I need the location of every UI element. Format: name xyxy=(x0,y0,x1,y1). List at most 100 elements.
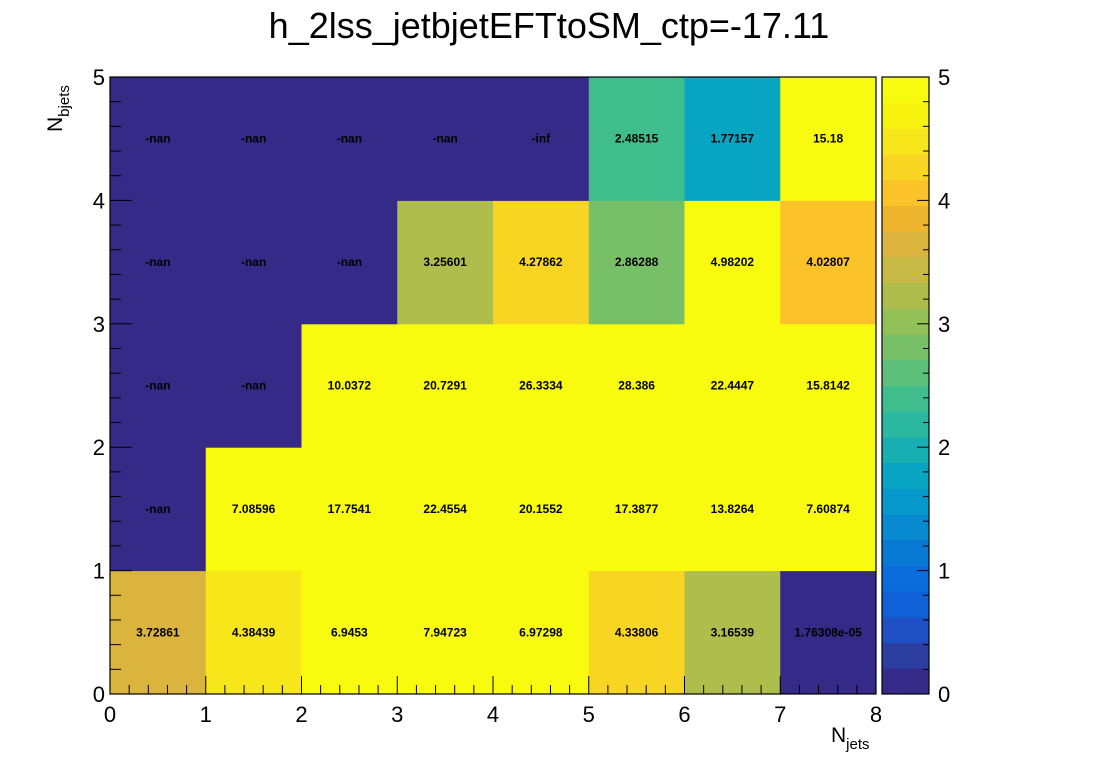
z-tick-label: 3 xyxy=(938,312,950,337)
heatmap-cell xyxy=(588,447,685,572)
cell-value-label: 3.16539 xyxy=(711,625,755,639)
heatmap-cell xyxy=(397,77,494,201)
color-scale-step xyxy=(882,282,929,309)
heatmap-cell xyxy=(397,447,494,572)
x-tick-label: 0 xyxy=(104,702,116,727)
color-scale-axis: 0 1 2 3 4 5 xyxy=(917,65,950,707)
cell-value-label: 3.25601 xyxy=(423,255,467,269)
color-scale-step xyxy=(882,385,929,412)
heatmap-cell xyxy=(110,77,207,201)
heatmap-cell xyxy=(684,77,781,201)
z-tick-label: 5 xyxy=(938,65,950,90)
cell-value-label: 22.4554 xyxy=(423,502,467,516)
z-tick-label: 2 xyxy=(938,435,950,460)
y-tick-label: 4 xyxy=(93,188,105,213)
heatmap-cell xyxy=(588,77,685,201)
heatmap-cell xyxy=(780,323,877,448)
x-tick-label: 4 xyxy=(487,702,499,727)
chart-title: h_2lss_jetbjetEFTtoSM_ctp=-17.11 xyxy=(269,5,830,46)
heatmap-cell xyxy=(684,447,781,572)
y-axis-label: Nbjets xyxy=(44,85,73,132)
heatmap-cell xyxy=(493,200,590,325)
color-scale-step xyxy=(882,668,929,695)
x-tick-label: 5 xyxy=(583,702,595,727)
cell-value-label: 10.0372 xyxy=(328,379,372,393)
cell-value-label: 7.94723 xyxy=(423,625,467,639)
heatmap-cell xyxy=(205,200,302,325)
x-tick-label: 8 xyxy=(870,702,882,727)
y-axis-label-sub: bjets xyxy=(56,85,73,117)
x-axis: 0 1 2 3 4 5 6 7 8 xyxy=(104,676,882,727)
cell-value-label: 22.4447 xyxy=(711,379,755,393)
x-axis-label: Njets xyxy=(831,724,870,753)
cell-value-label: 13.8264 xyxy=(711,502,755,516)
heatmap-cell xyxy=(205,77,302,201)
y-tick-label: 0 xyxy=(93,682,105,707)
cell-value-label: 4.98202 xyxy=(711,255,755,269)
color-scale-step xyxy=(882,154,929,181)
heatmap-cell xyxy=(110,447,207,572)
color-scale-step xyxy=(882,179,929,207)
heatmap-cell xyxy=(205,570,302,695)
cell-value-label: -nan xyxy=(241,379,266,393)
cell-value-label: -nan xyxy=(432,132,457,146)
color-scale-step xyxy=(882,616,929,644)
heatmap-cell xyxy=(493,323,590,448)
x-tick-label: 7 xyxy=(774,702,786,727)
heatmap-cell xyxy=(301,447,398,572)
color-scale-step xyxy=(882,565,929,592)
color-scale-step xyxy=(882,334,929,361)
color-scale-step xyxy=(882,102,929,129)
heatmap-cell xyxy=(493,77,590,201)
cell-value-label: -nan xyxy=(145,379,170,393)
heatmap-cell xyxy=(301,77,398,201)
cell-value-label: 4.33806 xyxy=(615,625,659,639)
color-scale-step xyxy=(882,539,929,566)
y-tick-label: 2 xyxy=(93,435,105,460)
heatmap-cell xyxy=(110,323,207,448)
cell-value-label: 20.1552 xyxy=(519,502,563,516)
x-axis-label-sub: jets xyxy=(845,736,869,753)
x-axis-label-main: N xyxy=(831,724,846,747)
color-scale-step xyxy=(882,308,929,335)
cell-value-label: 15.18 xyxy=(813,132,843,146)
color-scale-step xyxy=(882,77,929,104)
cell-value-label: -nan xyxy=(145,502,170,516)
heatmap-cell xyxy=(205,447,302,572)
cell-value-label: -nan xyxy=(145,132,170,146)
y-tick-label: 1 xyxy=(93,559,105,584)
heatmap-cell xyxy=(588,200,685,325)
cell-value-label: -nan xyxy=(145,255,170,269)
color-scale-bar xyxy=(882,77,929,695)
heatmap-cell xyxy=(301,323,398,448)
heatmap-cell xyxy=(780,77,877,201)
cell-value-label: 1.76308e-05 xyxy=(794,625,862,639)
color-scale-frame xyxy=(881,76,930,695)
color-scale-step xyxy=(882,514,929,541)
heatmap-cell xyxy=(684,200,781,325)
color-scale-step xyxy=(882,256,929,284)
cell-value-label: 7.08596 xyxy=(232,502,276,516)
heatmap-cell xyxy=(684,570,781,695)
color-scale-step xyxy=(882,488,929,515)
heatmap-cells xyxy=(110,77,877,695)
cell-value-label: 26.3334 xyxy=(519,379,563,393)
y-axis: 0 1 2 3 4 5 xyxy=(93,65,132,707)
cell-value-label: 20.7291 xyxy=(423,379,467,393)
heatmap-cell xyxy=(110,570,207,695)
heatmap-cell xyxy=(588,323,685,448)
color-scale-step xyxy=(882,591,929,618)
heatmap-cell xyxy=(684,323,781,448)
cell-value-label: 17.3877 xyxy=(615,502,659,516)
y-tick-label: 5 xyxy=(93,65,105,90)
color-scale-step xyxy=(882,462,929,489)
cell-value-label: -nan xyxy=(337,255,362,269)
color-scale-step xyxy=(882,436,929,464)
heatmap-cell-labels: 3.72861 4.38439 6.9453 7.94723 6.97298 4.3380… xyxy=(136,132,862,640)
heatmap-cell xyxy=(588,570,685,695)
heatmap-cell xyxy=(780,200,877,325)
color-scale-step xyxy=(882,128,929,155)
color-scale-step xyxy=(882,205,929,232)
heatmap-cell xyxy=(110,200,207,325)
